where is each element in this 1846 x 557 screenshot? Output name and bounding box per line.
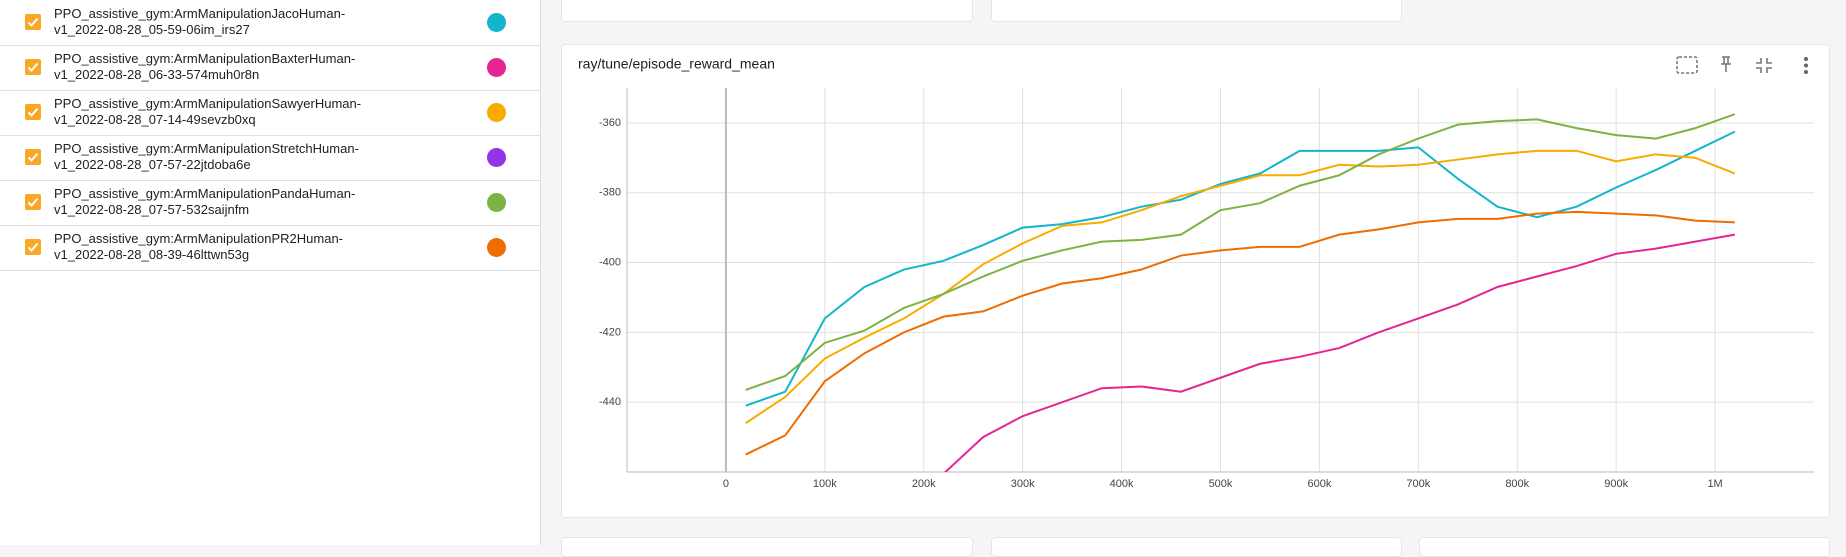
run-name-line: v1_2022-08-28_07-57-22jtdoba6e <box>54 157 251 172</box>
card <box>1419 537 1830 557</box>
run-row: PPO_assistive_gym:ArmManipulationBaxterH… <box>0 45 540 91</box>
check-mark <box>27 17 39 27</box>
series-line <box>745 113 1736 391</box>
y-tick-label: -420 <box>599 326 621 338</box>
checkbox[interactable] <box>25 149 41 165</box>
color-dot[interactable] <box>487 148 506 167</box>
collapse-icon[interactable] <box>1756 58 1772 73</box>
card <box>561 0 973 22</box>
run-name-line: v1_2022-08-28_08-39-46lttwn53g <box>54 247 250 262</box>
run-list: PPO_assistive_gym:ArmManipulationJacoHum… <box>0 0 541 545</box>
x-tick-label: 600k <box>1307 478 1331 490</box>
x-tick-label: 700k <box>1406 478 1430 490</box>
run-name: PPO_assistive_gym:ArmManipulationPandaHu… <box>54 186 355 218</box>
run-name-line: PPO_assistive_gym:ArmManipulationPandaHu… <box>54 186 356 201</box>
color-dot[interactable] <box>487 193 506 212</box>
series-line <box>745 130 1736 407</box>
run-name: PPO_assistive_gym:ArmManipulationStretch… <box>54 141 359 173</box>
color-dot[interactable] <box>487 238 506 257</box>
pin-icon[interactable] <box>1721 56 1731 72</box>
run-row: PPO_assistive_gym:ArmManipulationJacoHum… <box>0 0 540 46</box>
y-tick-label: -380 <box>599 187 621 199</box>
run-name: PPO_assistive_gym:ArmManipulationJacoHum… <box>54 6 345 38</box>
x-tick-label: 500k <box>1209 478 1233 490</box>
x-tick-label: 100k <box>813 478 837 490</box>
run-name: PPO_assistive_gym:ArmManipulationPR2Huma… <box>54 231 343 263</box>
run-name-line: PPO_assistive_gym:ArmManipulationJacoHum… <box>54 6 346 21</box>
run-row: PPO_assistive_gym:ArmManipulationSawyerH… <box>0 90 540 136</box>
card <box>561 537 973 557</box>
run-name-line: PPO_assistive_gym:ArmManipulationBaxterH… <box>54 51 356 66</box>
y-tick-label: -360 <box>599 117 621 129</box>
fit-icon[interactable] <box>1676 56 1698 74</box>
run-row: PPO_assistive_gym:ArmManipulationPR2Huma… <box>0 225 540 271</box>
run-row: PPO_assistive_gym:ArmManipulationStretch… <box>0 135 540 181</box>
checkbox[interactable] <box>25 14 41 30</box>
check-mark <box>27 197 39 207</box>
x-tick-label: 300k <box>1011 478 1035 490</box>
series-line <box>745 210 1735 456</box>
card <box>991 0 1402 22</box>
checkbox[interactable] <box>25 104 41 120</box>
color-dot[interactable] <box>487 103 506 122</box>
x-tick-label: 0 <box>723 478 729 490</box>
menu-icon[interactable] <box>1804 57 1808 74</box>
y-tick-label: -440 <box>599 396 621 408</box>
y-tick-label: -400 <box>599 256 621 268</box>
run-name: PPO_assistive_gym:ArmManipulationBaxterH… <box>54 51 355 83</box>
check-mark <box>27 107 39 117</box>
check-mark <box>27 62 39 72</box>
run-name: PPO_assistive_gym:ArmManipulationSawyerH… <box>54 96 361 128</box>
check-mark <box>27 242 39 252</box>
checkbox[interactable] <box>25 194 41 210</box>
series-line <box>745 149 1736 424</box>
checkbox[interactable] <box>25 239 41 255</box>
checkbox[interactable] <box>25 59 41 75</box>
run-name-line: PPO_assistive_gym:ArmManipulationSawyerH… <box>54 96 362 111</box>
run-name-line: v1_2022-08-28_07-57-532saijnfm <box>54 202 250 217</box>
run-name-line: PPO_assistive_gym:ArmManipulationPR2Huma… <box>54 231 344 246</box>
card <box>991 537 1402 557</box>
run-name-line: PPO_assistive_gym:ArmManipulationStretch… <box>54 141 359 156</box>
x-tick-label: 800k <box>1505 478 1529 490</box>
color-dot[interactable] <box>487 13 506 32</box>
color-dot[interactable] <box>487 58 506 77</box>
check-mark <box>27 152 39 162</box>
chart: ray/tune/episode_reward_mean -440 -420 -40… <box>578 56 1814 490</box>
series-line <box>943 233 1736 472</box>
run-name-line: v1_2022-08-28_05-59-06im_irs27 <box>54 22 250 37</box>
x-tick-label: 1M <box>1707 478 1722 490</box>
chart-title: ray/tune/episode_reward_mean <box>578 56 775 72</box>
x-tick-label: 900k <box>1604 478 1628 490</box>
x-tick-label: 400k <box>1110 478 1134 490</box>
run-name-line: v1_2022-08-28_07-14-49sevzb0xq <box>54 112 256 127</box>
x-tick-label: 200k <box>912 478 936 490</box>
run-name-line: v1_2022-08-28_06-33-574muh0r8n <box>54 67 260 82</box>
toolbar <box>1676 56 1808 74</box>
run-row: PPO_assistive_gym:ArmManipulationPandaHu… <box>0 180 540 226</box>
